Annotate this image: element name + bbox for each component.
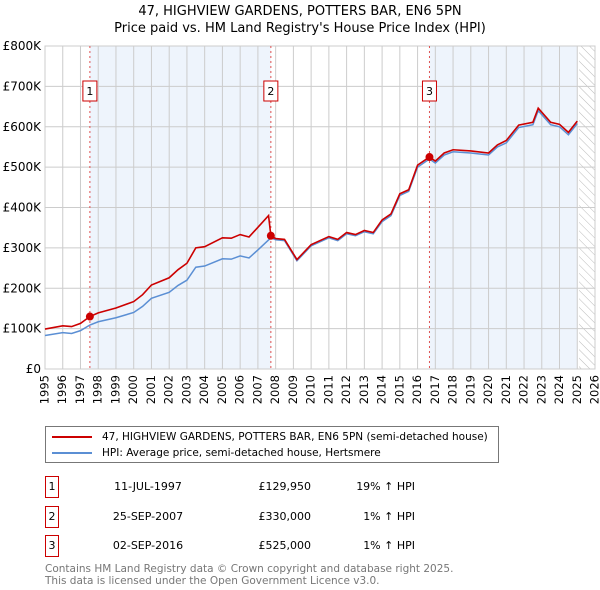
sale-point	[85, 312, 94, 321]
x-tick-label: 2010	[304, 375, 318, 404]
sale-row: 2 25-SEP-2007 £330,000 1% ↑ HPI	[45, 506, 445, 528]
property-series-line	[44, 106, 578, 330]
y-tick-label: £200K	[3, 281, 43, 295]
sale-date: 25-SEP-2007	[112, 510, 184, 523]
x-tick-label: 1999	[108, 375, 122, 404]
x-tick-label: 2001	[144, 375, 158, 404]
title-line-1: 47, HIGHVIEW GARDENS, POTTERS BAR, EN6 5…	[138, 4, 462, 19]
plot-border	[44, 45, 596, 370]
x-tick-label: 2006	[233, 375, 247, 404]
x-tick-label: 2007	[250, 375, 264, 404]
x-tick-label: 2002	[162, 375, 176, 404]
sale-number: 1	[45, 476, 59, 498]
legend-swatch-red	[52, 436, 92, 438]
legend-label-hpi: HPI: Average price, semi-detached house,…	[102, 447, 381, 459]
x-tick-label: 2016	[410, 375, 424, 404]
y-tick-label: £0	[26, 362, 41, 376]
legend-item-hpi: HPI: Average price, semi-detached house,…	[52, 446, 381, 460]
x-tick-label: 2003	[179, 375, 193, 404]
x-tick-label: 2023	[534, 375, 548, 404]
x-tick-label: 2008	[268, 375, 282, 404]
x-tick-label: 2024	[552, 375, 566, 404]
y-tick-label: £800K	[3, 39, 43, 53]
title-line-2: Price paid vs. HM Land Registry's House …	[114, 21, 486, 36]
x-tick-label: 2019	[463, 375, 477, 404]
x-tick-label: 2017	[428, 375, 442, 404]
sale-date: 02-SEP-2016	[112, 539, 184, 552]
x-tick-label: 2015	[392, 375, 406, 404]
x-tick-label: 2020	[481, 375, 495, 404]
sale-label-number: 3	[426, 85, 433, 98]
legend-item-property: 47, HIGHVIEW GARDENS, POTTERS BAR, EN6 5…	[52, 430, 488, 444]
x-tick-label: 2005	[215, 375, 229, 404]
sale-label-box	[421, 80, 437, 102]
x-tick-label: 1997	[73, 375, 87, 404]
x-tick-label: 2018	[446, 375, 460, 404]
sale-label-box	[82, 80, 98, 102]
x-tick-label: 2013	[357, 375, 371, 404]
sale-label-number: 2	[267, 85, 274, 98]
y-tick-label: £400K	[3, 201, 43, 215]
footer-line-2: This data is licensed under the Open Gov…	[45, 575, 380, 587]
y-tick-label: £600K	[3, 120, 43, 134]
sale-label-box	[263, 80, 279, 102]
x-tick-label: 2000	[126, 375, 140, 404]
x-tick-label: 2004	[197, 375, 211, 404]
x-tick-label: 2026	[588, 375, 600, 404]
sale-hpi: 19% ↑ HPI	[356, 480, 415, 493]
chart-title: 47, HIGHVIEW GARDENS, POTTERS BAR, EN6 5…	[0, 3, 600, 37]
x-tick-label: 2011	[321, 375, 335, 404]
sale-price: £525,000	[258, 539, 312, 552]
x-tick-label: 2009	[286, 375, 300, 404]
y-tick-label: £500K	[3, 160, 43, 174]
sale-hpi: 1% ↑ HPI	[363, 539, 415, 552]
price-chart: 1995 1996 1997 1998 1999 2000 2001 2002 2003 2004…	[3, 39, 600, 404]
y-tick-label: £100K	[3, 322, 43, 336]
sale-row: 3 02-SEP-2016 £525,000 1% ↑ HPI	[45, 535, 445, 557]
sale-price: £330,000	[258, 510, 312, 523]
footer-line-1: Contains HM Land Registry data © Crown c…	[45, 563, 454, 575]
x-tick-label: 2021	[499, 375, 513, 404]
x-tick-label: 2012	[339, 375, 353, 404]
x-tick-label: 2022	[517, 375, 531, 404]
x-tick-label: 2025	[570, 375, 584, 404]
sale-number: 3	[45, 535, 59, 557]
legend: 47, HIGHVIEW GARDENS, POTTERS BAR, EN6 5…	[45, 426, 499, 463]
y-tick-label: £300K	[3, 241, 43, 255]
legend-label-property: 47, HIGHVIEW GARDENS, POTTERS BAR, EN6 5…	[102, 431, 488, 443]
x-tick-label: 1995	[38, 375, 52, 404]
sale-date: 11-JUL-1997	[114, 480, 182, 493]
sale-point	[425, 153, 434, 162]
sale-price: £129,950	[258, 480, 312, 493]
legend-swatch-blue	[52, 452, 92, 454]
sale-row: 1 11-JUL-1997 £129,950 19% ↑ HPI	[45, 476, 445, 498]
x-tick-label: 1998	[91, 375, 105, 404]
sale-label-number: 1	[86, 85, 93, 98]
sale-point	[266, 231, 275, 240]
x-tick-label: 2014	[375, 375, 389, 404]
x-tick-label: 1996	[55, 375, 69, 404]
hpi-series-line	[44, 109, 578, 337]
sale-number: 2	[45, 506, 59, 528]
y-tick-label: £700K	[3, 79, 43, 93]
sale-hpi: 1% ↑ HPI	[363, 510, 415, 523]
footer-note: Contains HM Land Registry data © Crown c…	[45, 563, 453, 587]
